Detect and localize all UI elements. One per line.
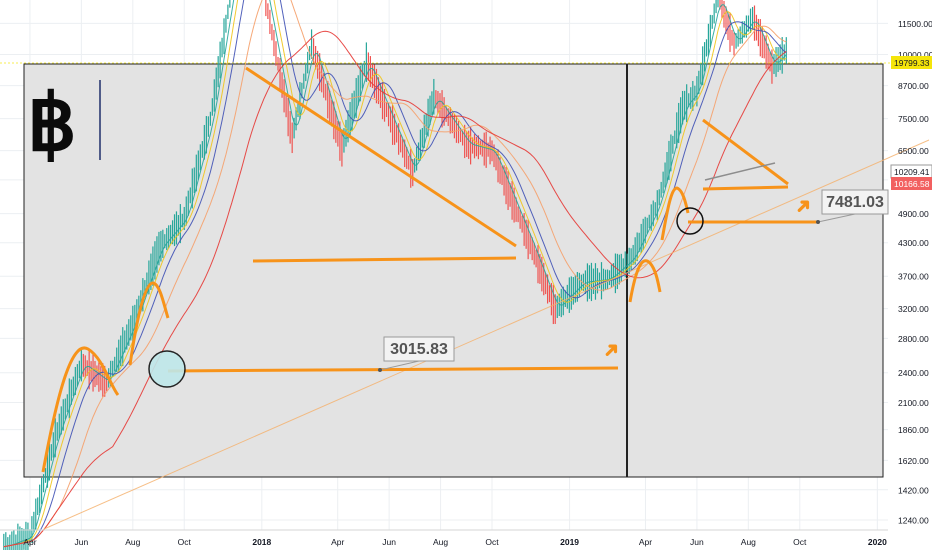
y-tick-label: 8700.00 bbox=[898, 81, 929, 91]
descending-triangle-upper bbox=[245, 66, 517, 248]
x-tick-label: Jun bbox=[382, 537, 396, 547]
triangle-upper-2019 bbox=[702, 118, 789, 186]
price-tag-top-bg bbox=[891, 56, 932, 69]
circle-marker-2 bbox=[676, 207, 704, 235]
y-tick-label: 1240.00 bbox=[898, 516, 929, 526]
price-label-7481-pointer bbox=[817, 213, 856, 223]
support-line-3015 bbox=[167, 366, 619, 373]
x-tick-label: Apr bbox=[23, 537, 36, 547]
ma-line-medium bbox=[3, 0, 787, 548]
y-tick-label: 4900.00 bbox=[898, 209, 929, 219]
y-tick-label: 2800.00 bbox=[898, 334, 929, 344]
y-tick-label: 2400.00 bbox=[898, 368, 929, 378]
y-tick-label: 11500.00 bbox=[898, 19, 932, 29]
cup-arc-3 bbox=[628, 259, 662, 303]
x-tick-label: Apr bbox=[639, 537, 652, 547]
circle-marker-1 bbox=[148, 350, 186, 388]
highlight-box-cycle-1 bbox=[23, 63, 628, 478]
price-label-3015-anchor bbox=[378, 368, 382, 372]
price-label-3015-pointer bbox=[379, 360, 420, 371]
price-label-7481: 7481.03 bbox=[826, 194, 884, 211]
price-tag-close: 10166.58 bbox=[894, 179, 930, 189]
price-label-3015: 3015.83 bbox=[390, 341, 448, 358]
y-tick-label: 6500.00 bbox=[898, 146, 929, 156]
bitcoin-logo: ฿ bbox=[27, 79, 77, 167]
y-tick-label: 4300.00 bbox=[898, 238, 929, 248]
x-tick-label: Aug bbox=[433, 537, 448, 547]
descending-triangle-base bbox=[252, 256, 517, 263]
cup-arc-1 bbox=[41, 346, 120, 473]
x-tick-label: 2020 bbox=[868, 537, 887, 547]
price-tag-current: 10209.41 bbox=[894, 167, 930, 177]
x-tick-label: 2018 bbox=[252, 537, 271, 547]
y-tick-label: 1860.00 bbox=[898, 425, 929, 435]
gray-trendline bbox=[704, 162, 776, 181]
y-tick-label: 2100.00 bbox=[898, 398, 929, 408]
x-tick-label: Jun bbox=[690, 537, 704, 547]
price-label-7481-anchor bbox=[816, 220, 820, 224]
x-tick-label: Jun bbox=[75, 537, 89, 547]
long-term-trendline bbox=[43, 139, 930, 530]
cup-arc-4 bbox=[660, 186, 690, 241]
ma-line-fast bbox=[3, 0, 787, 548]
cup-arc-2 bbox=[128, 281, 170, 366]
price-tag-top: 19799.33 bbox=[894, 58, 930, 68]
x-tick-label: Aug bbox=[125, 537, 140, 547]
y-tick-label: 1620.00 bbox=[898, 456, 929, 466]
y-tick-label: 1420.00 bbox=[898, 485, 929, 495]
y-tick-label: 3700.00 bbox=[898, 272, 929, 282]
x-tick-label: Apr bbox=[331, 537, 344, 547]
price-label-7481-box bbox=[821, 189, 889, 215]
x-tick-label: 2019 bbox=[560, 537, 579, 547]
y-tick-label: 7500.00 bbox=[898, 114, 929, 124]
highlight-box-cycle-2 bbox=[626, 63, 884, 478]
x-tick-label: Aug bbox=[741, 537, 756, 547]
x-tick-label: Oct bbox=[485, 537, 499, 547]
x-tick-label: Oct bbox=[178, 537, 192, 547]
triangle-base-2019 bbox=[702, 185, 789, 191]
ma-line-long bbox=[3, 0, 787, 548]
x-tick-label: Oct bbox=[793, 537, 807, 547]
y-tick-label: 3200.00 bbox=[898, 304, 929, 314]
price-tag-close-bg bbox=[891, 177, 932, 190]
y-tick-label: 10000.00 bbox=[898, 50, 932, 60]
